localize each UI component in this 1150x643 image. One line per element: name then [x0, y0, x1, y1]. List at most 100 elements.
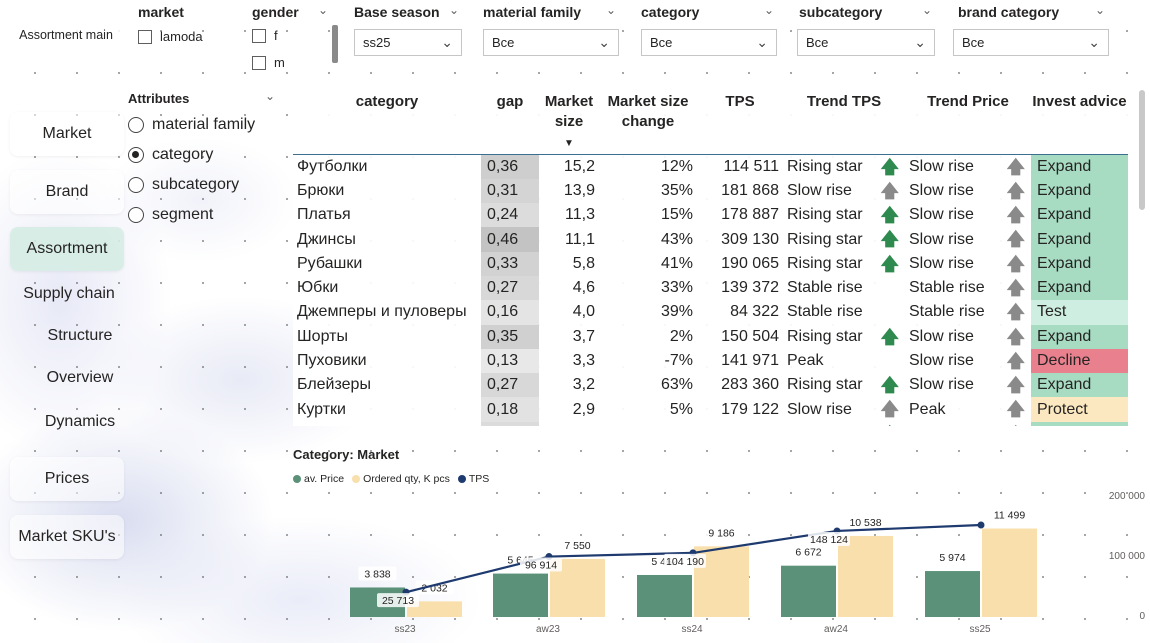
gender-slicer-scrollbar[interactable]: [332, 25, 338, 63]
cell-trend-tps: Rising star 🡅: [783, 373, 905, 397]
column-header-gap[interactable]: gap: [481, 90, 539, 155]
table-row[interactable]: Шорты 0,35 3,7 2% 150 504 Rising star 🡅 Slow ri…: [293, 324, 1128, 349]
column-header-invest-advice[interactable]: Invest advice: [1031, 90, 1128, 155]
attribute-option-material-family[interactable]: material family: [128, 116, 255, 134]
cell-market-size-change: 63%: [660, 376, 693, 394]
cell-market-size: 3,7: [572, 327, 595, 345]
nav-button-structure[interactable]: Structure: [47, 327, 113, 344]
table-row[interactable]: Куртки 0,18 2,9 5% 179 122 Slow rise 🡅 Peak 🡅 Pro…: [293, 397, 1128, 422]
nav-button-market-sku-s[interactable]: Market SKU's: [10, 515, 124, 559]
chevron-down-icon[interactable]: ⌄: [756, 34, 768, 50]
data-label-price-bg: [358, 566, 397, 581]
chevron-down-icon[interactable]: ⌄: [598, 34, 610, 50]
cell-category: Брюки: [297, 181, 345, 199]
chevron-down-icon[interactable]: ⌄: [449, 3, 460, 17]
column-header-category[interactable]: category: [293, 90, 481, 155]
legend-item-tps[interactable]: TPS: [457, 473, 489, 485]
brand-category-dropdown[interactable]: Все ⌄: [953, 29, 1109, 56]
radio-button[interactable]: [128, 147, 144, 163]
bar-av-price[interactable]: [781, 565, 836, 617]
table-row[interactable]: Пуховики 0,13 3,3 -7% 141 971 Peak Slow rise 🡅 D…: [293, 348, 1128, 374]
nav-button-supply-chain[interactable]: Supply chain: [23, 285, 115, 302]
legend-item-qty[interactable]: Ordered qty, K pcs: [352, 473, 450, 485]
bar-ordered-qty[interactable]: [407, 601, 462, 617]
chevron-down-icon[interactable]: ⌄: [318, 3, 329, 17]
dropdown-value: Все: [962, 35, 985, 50]
table-row[interactable]: Брюки 0,31 13,9 35% 181 868 Slow rise 🡅 Slow ri…: [293, 178, 1128, 204]
chevron-down-icon[interactable]: ⌄: [441, 34, 453, 50]
checkbox[interactable]: [138, 29, 152, 44]
base-season-dropdown[interactable]: ss25 ⌄: [354, 29, 462, 56]
tps-point[interactable]: [977, 521, 985, 529]
nav-button-dynamics[interactable]: Dynamics: [44, 413, 116, 430]
cell-trend-tps: Stable rise: [783, 276, 905, 300]
chevron-down-icon[interactable]: ⌄: [265, 89, 276, 103]
chevron-down-icon[interactable]: ⌄: [922, 3, 933, 17]
radio-button[interactable]: [128, 177, 144, 193]
gender-option-f[interactable]: f: [252, 28, 278, 43]
nav-button-overview[interactable]: Overview: [46, 369, 114, 386]
table-row[interactable]: Юбки 0,27 4,6 33% 139 372 Stable rise Stable r…: [293, 275, 1128, 301]
table-scrollbar[interactable]: [1139, 90, 1145, 210]
data-label-tps: 148 124: [810, 534, 848, 546]
attribute-option-subcategory[interactable]: subcategory: [128, 176, 239, 194]
chevron-down-icon[interactable]: ⌄: [1095, 3, 1106, 17]
cell-trend-tps: Peak: [783, 349, 905, 373]
table-row[interactable]: Рубашки 0,33 5,8 41% 190 065 Rising star 🡅 Slow…: [293, 251, 1128, 276]
cell-gap: 0,24: [481, 203, 539, 228]
table-row[interactable]: Футболки 0,36 15,2 12% 114 511 Rising star 🡅 Sl…: [293, 154, 1128, 179]
attribute-option-label: material family: [152, 116, 256, 133]
column-header-trend-tps[interactable]: Trend TPS: [783, 90, 905, 155]
cell-market-size: 15,2: [563, 157, 595, 175]
arrow-up-gray-icon: 🡅: [1006, 302, 1025, 323]
arrow-up-gray-icon: 🡅: [1006, 326, 1025, 347]
radio-button[interactable]: [128, 117, 144, 133]
gender-option-m[interactable]: m: [252, 55, 285, 70]
chevron-down-icon[interactable]: ⌄: [606, 3, 617, 17]
bar-av-price[interactable]: [925, 571, 980, 617]
x-tick-label: aw23: [536, 624, 560, 635]
dropdown-value: Все: [492, 35, 515, 50]
nav-button-assortment[interactable]: Assortment: [10, 227, 124, 271]
cell-market-size-change: 35%: [660, 181, 693, 199]
market-option-lamoda[interactable]: lamoda: [138, 29, 203, 44]
table-body: Футболки 0,36 15,2 12% 114 511 Rising star 🡅 Sl…: [293, 154, 1128, 426]
column-header-tps[interactable]: TPS: [697, 90, 783, 155]
cell-market-size-change: -7%: [664, 352, 693, 370]
column-header-market-size[interactable]: Market size ▼: [539, 90, 599, 155]
nav-button-market[interactable]: Market: [10, 112, 124, 156]
cell-market-size: 4,6: [572, 279, 595, 297]
checkbox[interactable]: [252, 55, 266, 70]
cell-gap: 0,25: [481, 421, 539, 426]
trend-label: Stable rise: [787, 279, 863, 297]
attribute-option-segment[interactable]: segment: [128, 206, 213, 224]
table-row[interactable]: Джемперы и пуловеры 0,16 4,0 39% 84 322 Stabl…: [293, 300, 1128, 325]
table-row[interactable]: Платья 0,24 11,3 15% 178 887 Rising star 🡅 Slow…: [293, 203, 1128, 228]
subcategory-dropdown[interactable]: Все ⌄: [797, 29, 935, 56]
column-header-market-size-change[interactable]: Market size change: [599, 90, 697, 155]
cell-gap: 0,33: [481, 251, 539, 276]
cell-market-size: 11,3: [565, 206, 595, 224]
chevron-down-icon[interactable]: ⌄: [764, 3, 775, 17]
table-row[interactable]: Блузы0,252,939%123 719Rising star🡅Stable…: [293, 421, 1128, 426]
nav-button-prices[interactable]: Prices: [10, 457, 124, 501]
material-family-dropdown[interactable]: Все ⌄: [483, 29, 619, 56]
checkbox[interactable]: [252, 28, 266, 43]
legend-item-price[interactable]: av. Price: [293, 473, 344, 485]
table-row[interactable]: Джинсы 0,46 11,1 43% 309 130 Rising star 🡅 Slow…: [293, 227, 1128, 252]
attribute-option-category[interactable]: category: [128, 146, 213, 164]
column-header-trend-price[interactable]: Trend Price: [905, 90, 1031, 155]
cell-invest-advice: Expand: [1031, 227, 1128, 252]
category-dropdown[interactable]: Все ⌄: [641, 29, 777, 56]
bar-ordered-qty[interactable]: [982, 528, 1037, 617]
chevron-down-icon[interactable]: ⌄: [1088, 34, 1100, 50]
trend-label: Slow rise: [909, 157, 974, 175]
legend-swatch: [457, 475, 466, 483]
bar-av-price[interactable]: [637, 574, 692, 617]
table-row[interactable]: Блейзеры 0,27 3,2 63% 283 360 Rising star 🡅 Slo…: [293, 373, 1128, 398]
chevron-down-icon[interactable]: ⌄: [914, 34, 926, 50]
bar-av-price[interactable]: [493, 573, 548, 617]
bar-ordered-qty[interactable]: [838, 535, 893, 617]
nav-button-brand[interactable]: Brand: [10, 170, 124, 214]
radio-button[interactable]: [128, 207, 144, 223]
